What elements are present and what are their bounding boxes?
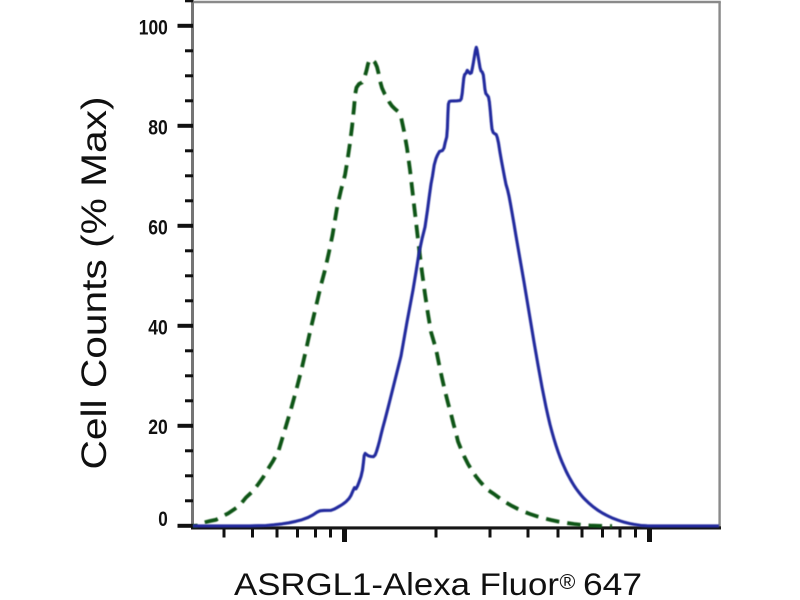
- svg-text:100: 100: [139, 16, 168, 40]
- svg-text:20: 20: [148, 415, 168, 439]
- svg-text:60: 60: [148, 216, 168, 240]
- svg-text:®: ®: [560, 570, 576, 594]
- svg-text:0: 0: [158, 507, 168, 531]
- svg-text:647: 647: [583, 566, 642, 600]
- svg-text:ASRGL1-Alexa Fluor: ASRGL1-Alexa Fluor: [234, 566, 559, 600]
- svg-text:40: 40: [148, 316, 168, 340]
- svg-text:80: 80: [148, 116, 168, 140]
- svg-text:Cell Counts (% Max): Cell Counts (% Max): [75, 97, 114, 470]
